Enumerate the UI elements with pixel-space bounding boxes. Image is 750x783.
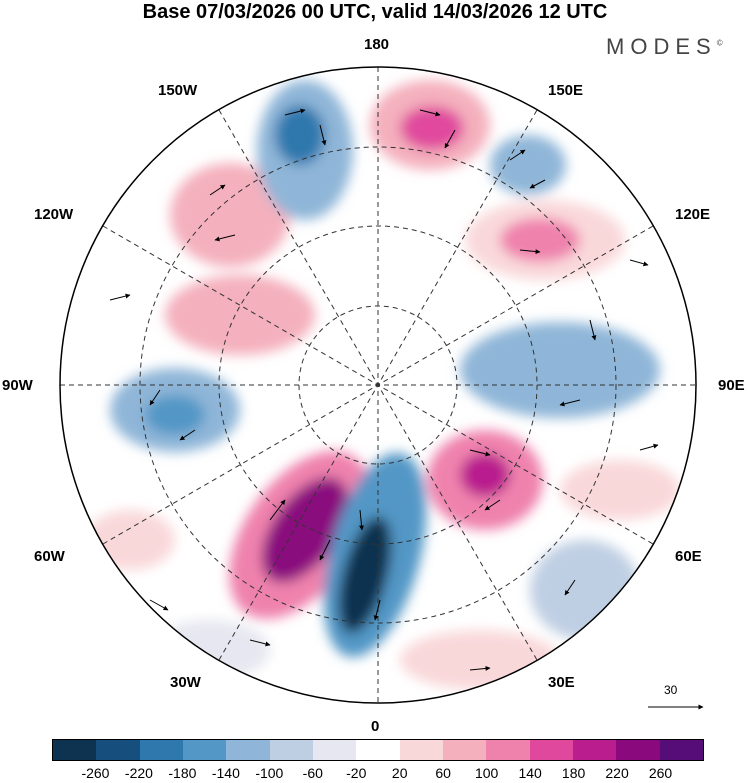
lon-label-30w: 30W [170, 674, 201, 691]
lon-label-180: 180 [364, 36, 390, 53]
anomaly-high [165, 275, 315, 355]
colorbar-tick-label: 220 [605, 765, 629, 781]
colorbar-segment [399, 740, 443, 760]
anomaly-field [60, 67, 696, 703]
anomaly-low [460, 322, 660, 418]
brand-logo: MODES© [606, 34, 723, 60]
colorbar-segment [572, 740, 617, 760]
lon-label-120e: 120E [675, 206, 711, 223]
anomaly-low [275, 105, 325, 165]
colorbar-tick-label: -20 [346, 765, 367, 781]
anomaly-high [500, 218, 580, 262]
colorbar-ticks: -260 -220 -180 -140 -100 -60 -20 20 60 100 140 180 2… [0, 765, 750, 783]
wind-vectors [109, 108, 704, 710]
colorbar-tick-label: 180 [561, 765, 586, 781]
colorbar-segment [442, 740, 487, 760]
colorbar-tick-label: -100 [255, 765, 284, 781]
colorbar-segment [312, 740, 357, 760]
colorbar-tick-label: -220 [124, 765, 153, 781]
colorbar-segment [226, 740, 270, 760]
lon-label-120w: 120W [34, 206, 74, 223]
lon-label-90e: 90E [718, 377, 745, 394]
lon-label-90w: 90W [2, 377, 33, 394]
map-boundary [59, 66, 697, 704]
colorbar-segment [53, 740, 97, 760]
brand-mark: © [716, 38, 723, 48]
colorbar-segment [96, 740, 140, 760]
lon-label-150e: 150E [548, 82, 584, 99]
lon-label-0: 0 [371, 718, 380, 735]
colorbar-segment [486, 740, 530, 760]
lon-label-60w: 60W [34, 548, 65, 565]
graticule [60, 67, 696, 703]
lon-label-150w: 150W [158, 82, 198, 99]
anomaly-low [530, 540, 640, 640]
lon-label-30e: 30E [548, 674, 575, 691]
map-title: Base 07/03/2026 00 UTC, valid 14/03/2026… [142, 1, 608, 23]
colorbar-segment [182, 740, 227, 760]
colorbar-segment [659, 740, 703, 760]
colorbar-tick-label: -180 [168, 765, 197, 781]
anomaly-high [85, 510, 175, 570]
anomaly-low [490, 135, 566, 195]
colorbar-tick-label: -140 [211, 765, 240, 781]
colorbar-tick-label: 260 [648, 765, 673, 781]
reference-vector-label: 30 [664, 683, 678, 697]
colorbar-segment [269, 740, 313, 760]
anomaly-high [560, 460, 680, 520]
anomaly-low [150, 620, 270, 680]
colorbar-tick-label: 60 [435, 765, 451, 781]
colorbar-segment [356, 740, 400, 760]
colorbar [52, 739, 704, 761]
colorbar-tick-label: 20 [391, 765, 408, 781]
anomaly-high [400, 106, 464, 150]
anomaly-high [400, 630, 560, 690]
brand-name: MODES [606, 34, 717, 59]
anomaly-high [460, 453, 510, 497]
colorbar-tick-label: -60 [302, 765, 323, 781]
colorbar-segment [616, 740, 660, 760]
anomaly-low [145, 395, 205, 435]
anomaly-high [170, 163, 290, 267]
colorbar-segment [529, 740, 573, 760]
colorbar-tick-label: 100 [474, 765, 499, 781]
anomaly-high [261, 477, 349, 583]
colorbar-segment [139, 740, 183, 760]
colorbar-tick-label: 140 [518, 765, 542, 781]
lon-label-60e: 60E [675, 548, 702, 565]
colorbar-tick-label: -260 [81, 765, 110, 781]
